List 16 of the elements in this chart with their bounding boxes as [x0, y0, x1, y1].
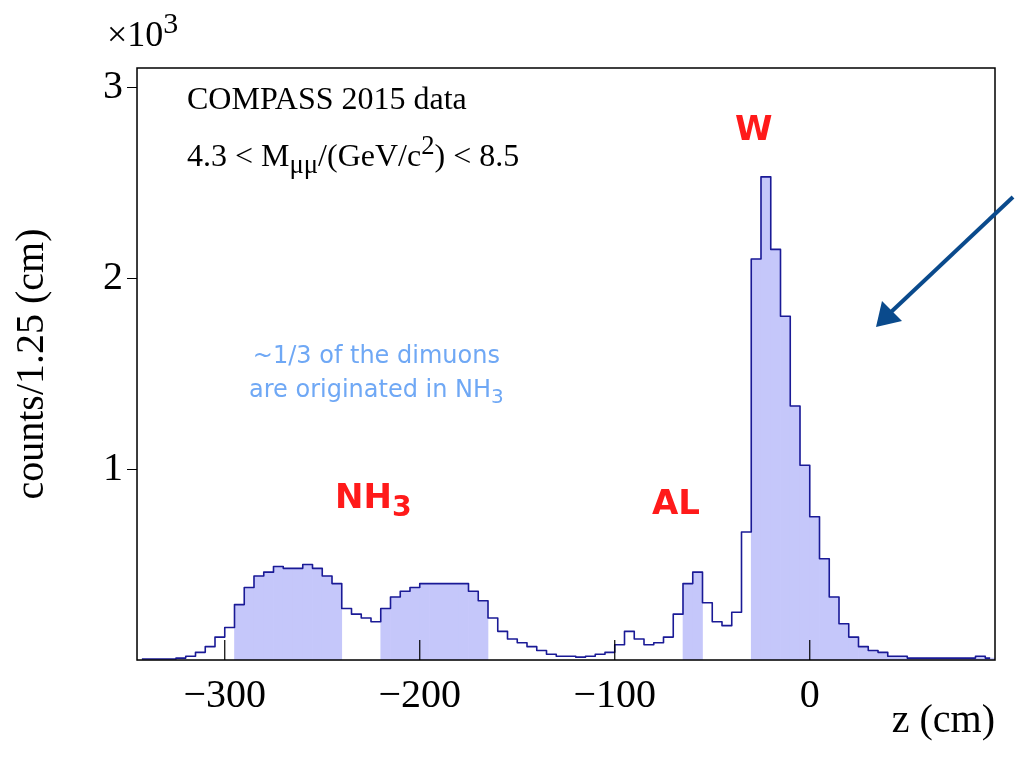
x-tick-label: −200 [378, 670, 462, 716]
y-tick-label: 3 [103, 61, 123, 107]
annotation: ~1/3 of the dimuons are originated in NH$_{3}$ [249, 340, 504, 410]
annotation: AL [652, 482, 700, 522]
y-axis-title: counts/1.25 (cm) [6, 228, 52, 500]
annotation: NH$_{3}$ [335, 476, 412, 523]
x-tick-label: 0 [799, 670, 820, 716]
text: ×10$^{3}$ [107, 6, 179, 55]
annotation: 4.3 < M$_{μμ}$/(GeV/c$^{2}$) < 8.5 [187, 130, 520, 181]
y-tick-label: 1 [103, 443, 123, 489]
x-axis-title: z (cm) [891, 695, 995, 741]
x-tick-label: −100 [573, 670, 657, 716]
annotation: W [735, 108, 773, 148]
y-tick-label: 2 [103, 252, 123, 298]
x-tick-label: −300 [183, 670, 267, 716]
annotation: COMPASS 2015 data [187, 80, 467, 117]
